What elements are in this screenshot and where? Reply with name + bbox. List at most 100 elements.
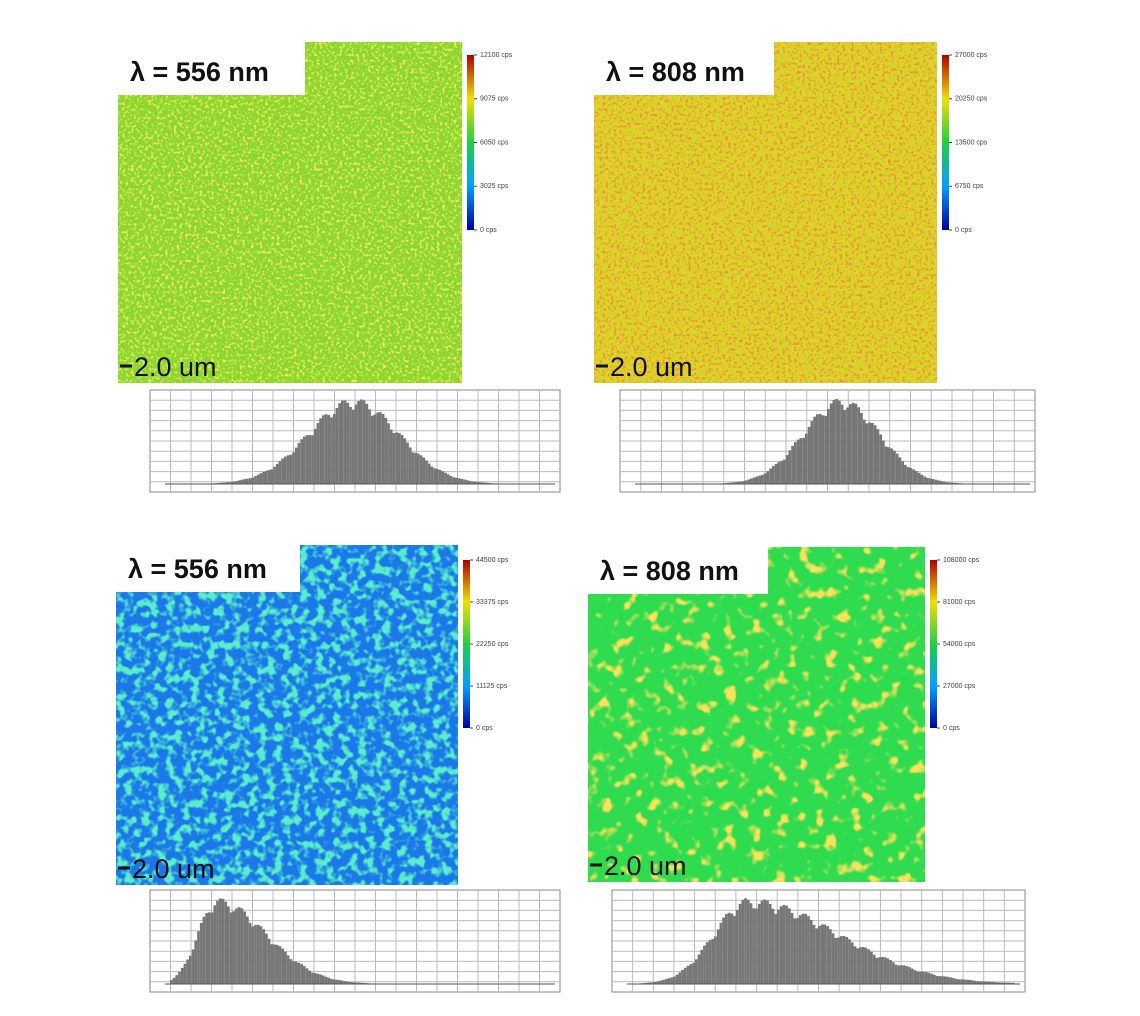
histogram-bar <box>251 478 254 484</box>
histogram-bar <box>436 469 439 484</box>
histogram-bar <box>330 417 333 484</box>
histogram-bar <box>901 461 904 484</box>
histogram-bar <box>758 904 761 984</box>
histogram-bar <box>317 974 320 984</box>
histogram-bar <box>810 920 813 984</box>
histogram-bar <box>890 448 893 484</box>
histogram-bar <box>700 950 703 984</box>
histogram-bar <box>930 974 933 984</box>
histogram-bar <box>722 917 725 984</box>
histogram-bar <box>761 901 764 984</box>
histogram-bar <box>728 913 731 984</box>
histogram-bar <box>788 908 791 984</box>
colorbar-label: 6050 cps <box>480 139 509 146</box>
histogram-bar <box>303 437 306 484</box>
histogram-bar <box>289 959 292 984</box>
histogram-bar <box>306 435 309 484</box>
histogram-bar <box>912 469 915 484</box>
histogram-bar <box>227 906 230 984</box>
histogram-bar <box>807 916 810 984</box>
histogram-bar <box>197 931 200 984</box>
histogram-bar <box>949 977 952 984</box>
histogram-bar <box>857 407 860 484</box>
colorbar-label: 20250 cps <box>955 96 988 103</box>
histogram-bar <box>368 409 371 484</box>
wavelength-label: λ = 556 nm <box>128 554 267 584</box>
histogram-bar <box>398 433 401 484</box>
histogram-bar <box>395 432 398 484</box>
histogram-bar <box>874 425 877 484</box>
histogram-bar <box>886 958 889 984</box>
histogram-bar <box>879 434 882 484</box>
histogram-bar <box>232 911 235 984</box>
histogram-bar <box>802 438 805 484</box>
histogram <box>150 390 560 492</box>
histogram-bar <box>181 968 184 984</box>
histogram-bar <box>752 908 755 984</box>
histogram-bar <box>706 942 709 984</box>
histogram-bar <box>341 401 344 484</box>
histogram-bar <box>365 404 368 484</box>
histogram-bar <box>955 979 958 984</box>
histogram-bar <box>192 949 195 984</box>
histogram-bar <box>750 479 753 484</box>
histogram-bar <box>439 470 442 484</box>
histogram-bar <box>357 401 360 484</box>
histogram-bar <box>941 976 944 984</box>
histogram-bar <box>371 416 374 484</box>
histogram-bar <box>783 460 786 484</box>
histogram-bar <box>276 464 279 484</box>
histogram-bar <box>257 925 260 984</box>
histogram-bar <box>849 404 852 484</box>
map-texture <box>116 545 458 885</box>
colorbar-label: 0 cps <box>955 227 972 234</box>
histogram-bar <box>281 459 284 484</box>
histogram-bar <box>447 474 450 484</box>
histogram-bar <box>268 939 271 984</box>
histogram-bar <box>336 408 339 484</box>
histogram-bar <box>243 912 246 984</box>
histogram-bar <box>903 965 906 984</box>
histogram-bar <box>859 947 862 984</box>
histogram-bar <box>796 918 799 984</box>
histogram-bar <box>875 958 878 984</box>
histogram-bar <box>881 957 884 984</box>
histogram-bar <box>906 966 909 984</box>
histogram-bar <box>837 937 840 984</box>
histogram-bar <box>241 480 244 484</box>
histogram-bar <box>848 939 851 984</box>
histogram-bar <box>194 940 197 984</box>
histogram-bar <box>910 468 913 484</box>
histogram-bar <box>794 442 797 484</box>
histogram-bar <box>811 421 814 484</box>
histogram-bar <box>756 476 759 484</box>
histogram-bar <box>684 968 687 984</box>
histogram-bar <box>317 423 320 484</box>
histogram-bar <box>830 403 833 484</box>
histogram-bar <box>907 467 910 484</box>
histogram-bar <box>960 979 963 984</box>
histogram-bar <box>254 925 257 984</box>
histogram-bar <box>241 908 244 984</box>
histogram-bar <box>899 457 902 484</box>
histogram-bar <box>934 480 937 484</box>
histogram-bar <box>870 952 873 984</box>
histogram-bar <box>333 979 336 984</box>
colorbar-label: 108000 cps <box>943 557 980 564</box>
colorbar-label: 54000 cps <box>943 641 976 648</box>
histogram-bar <box>763 899 766 984</box>
histogram-bar <box>767 471 770 484</box>
histogram-bar <box>744 898 747 984</box>
histogram-bar <box>401 435 404 484</box>
histogram-bar <box>341 981 344 984</box>
figure: λ = 556 nm2.0 um12100 cps9075 cps6050 cp… <box>0 0 1140 1016</box>
histogram-bar <box>772 909 775 984</box>
histogram-bar <box>741 900 744 984</box>
histogram-bar <box>835 399 838 484</box>
histogram-bar <box>260 473 263 484</box>
wavelength-label: λ = 808 nm <box>606 57 745 87</box>
colorbar-label: 33375 cps <box>476 599 509 606</box>
histogram-bar <box>813 417 816 484</box>
histogram-bar <box>919 972 922 984</box>
histogram-bar <box>966 980 969 984</box>
